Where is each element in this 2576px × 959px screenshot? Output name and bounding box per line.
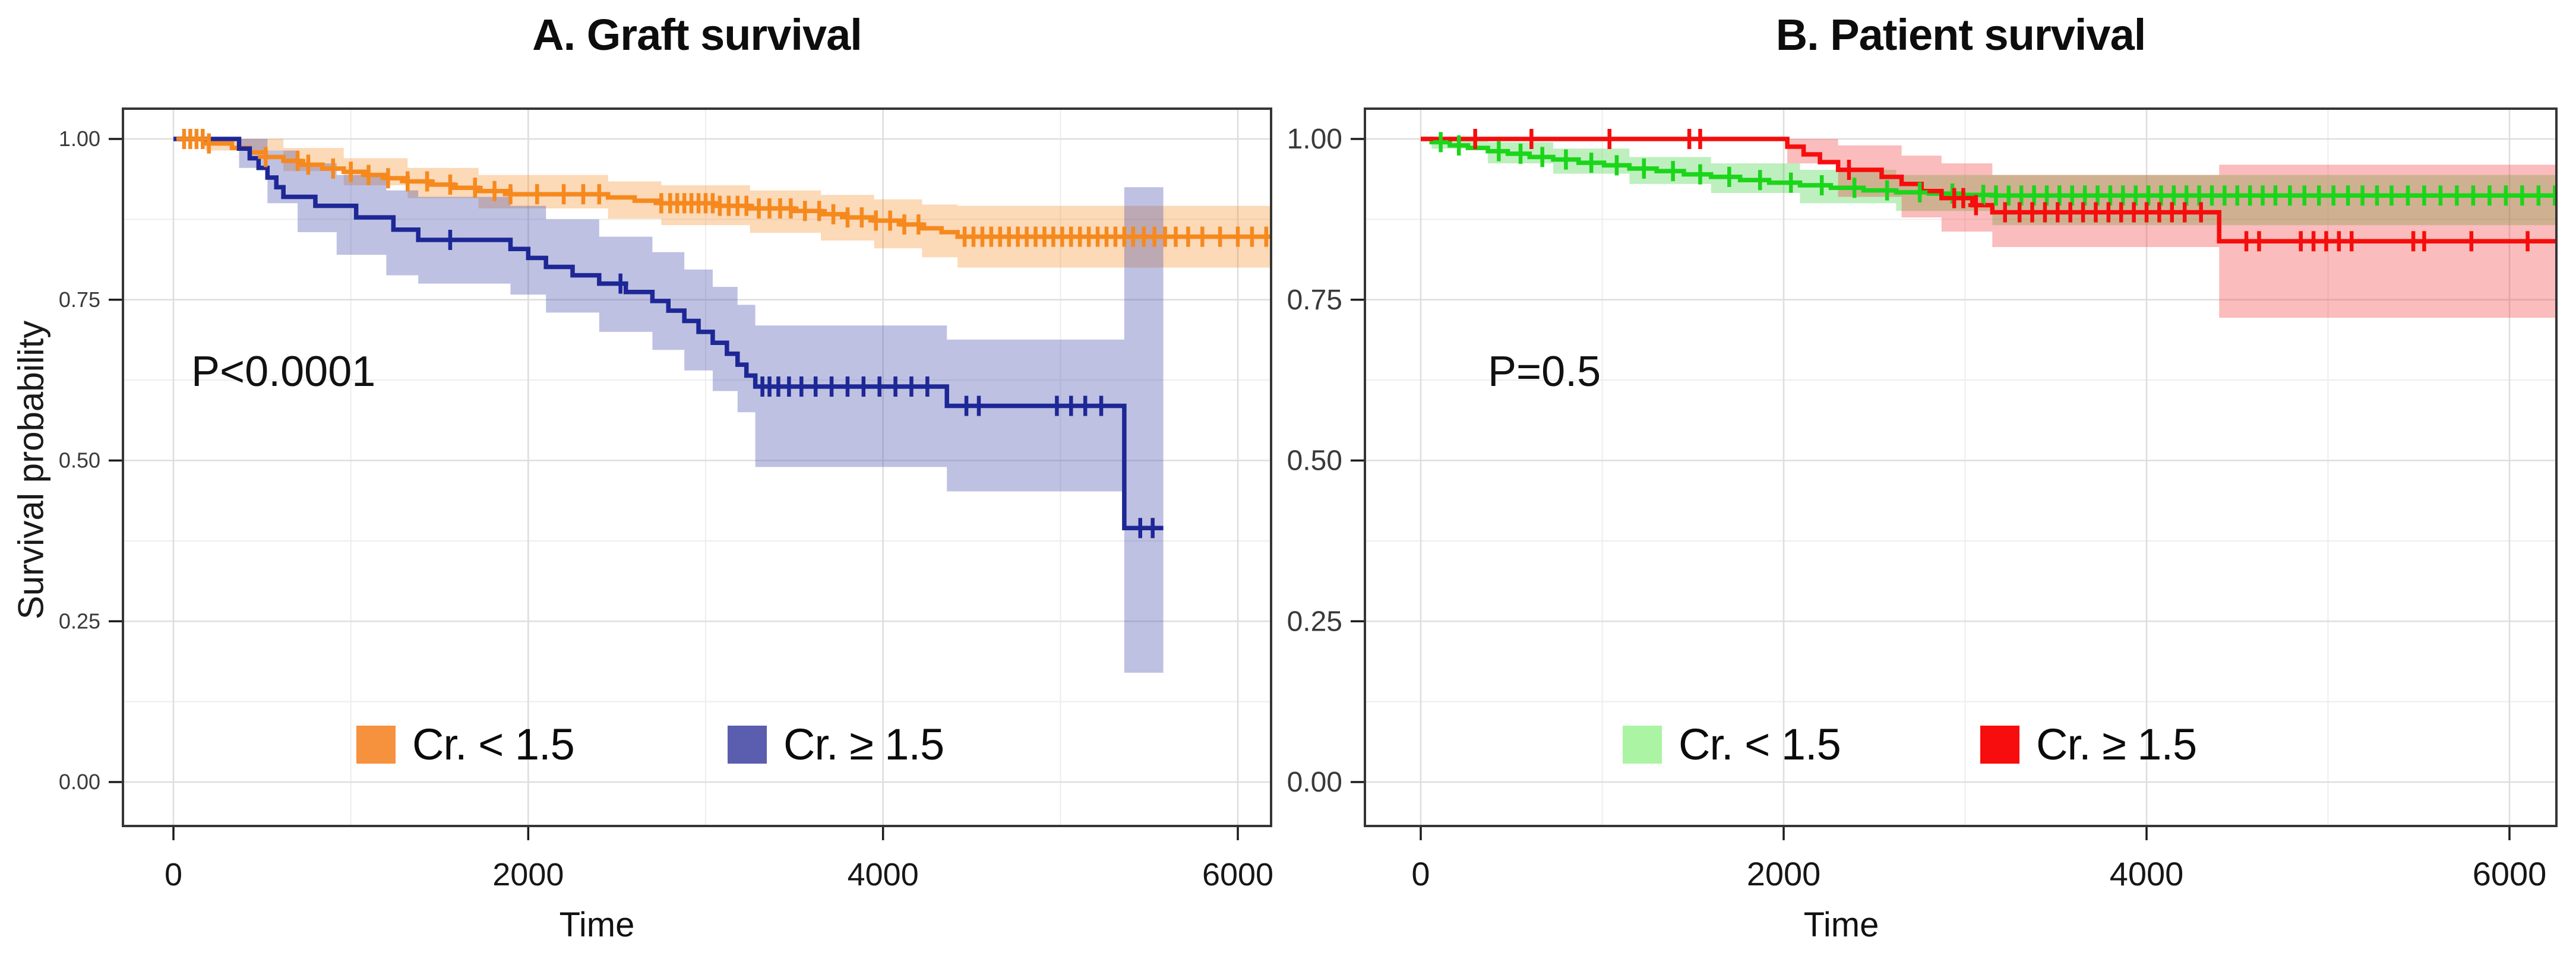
panel-b-x-axis-label: Time (1803, 906, 1879, 944)
x-tick-label: 2000 (492, 857, 564, 892)
panel-B-series (1421, 129, 2556, 318)
survival-curve-B-1 (1421, 137, 2556, 243)
panel-b-title: B. Patient survival (1775, 10, 2147, 59)
legend-swatch-green (1623, 726, 1662, 764)
panel-b-pvalue: P=0.5 (1488, 348, 1601, 395)
x-tick-label: 4000 (2110, 855, 2184, 892)
legend-swatch-red (1980, 726, 2019, 764)
legend-item-b-cr-ge-15: Cr. ≥ 1.5 (1980, 720, 2197, 770)
y-axis-label: Survival probability (11, 320, 51, 620)
panel-B: 0 2000 4000 6000 1.00 0.75 0.50 0.25 0.00 (1287, 107, 2558, 892)
panel-border (1364, 107, 2558, 827)
y-tick-label: 0.50 (1287, 445, 1342, 477)
legend-swatch-blue (728, 726, 767, 764)
legend-item-a-cr-lt-15: Cr. < 1.5 (356, 720, 575, 770)
legend-label: Cr. < 1.5 (1679, 720, 1841, 769)
y-tick-label: 0.75 (59, 287, 100, 312)
panel-A-series (173, 129, 1270, 673)
x-tick-label: 0 (165, 857, 182, 892)
x-tick-label: 2000 (1747, 855, 1821, 892)
censor-marks-A-0 (176, 129, 1270, 247)
x-tick-label: 0 (1411, 855, 1430, 892)
panel-a-title: A. Graft survival (532, 10, 862, 59)
y-tick-label: 0.00 (59, 770, 100, 794)
x-tick-label: 6000 (1202, 857, 1273, 892)
x-tick-label: 6000 (2473, 855, 2547, 892)
legend-label: Cr. < 1.5 (412, 720, 575, 769)
y-tick-label: 0.25 (1287, 606, 1342, 637)
y-tick-label: 0.50 (59, 448, 100, 473)
panel-A: 0 2000 4000 6000 1.00 0.75 0.50 0.25 0.00 (59, 107, 1273, 892)
y-tick-label: 1.00 (59, 126, 100, 151)
legend-label: Cr. ≥ 1.5 (2036, 720, 2197, 769)
y-tick-label: 0.25 (59, 609, 100, 633)
y-tick-label: 1.00 (1287, 124, 1342, 155)
panel-a-pvalue: P<0.0001 (191, 348, 376, 395)
censor-marks-A-1 (442, 230, 1161, 539)
x-tick-label: 4000 (848, 857, 919, 892)
panel-border (122, 107, 1272, 827)
censor-marks-B-1 (1467, 129, 2556, 252)
legend-swatch-orange (356, 726, 396, 764)
panel-a-x-axis-label: Time (559, 906, 635, 944)
confidence-band-B-1 (1787, 139, 2556, 318)
legend-item-a-cr-ge-15: Cr. ≥ 1.5 (728, 720, 944, 770)
survival-curve-A-1 (173, 137, 1164, 530)
legend-item-b-cr-lt-15: Cr. < 1.5 (1623, 720, 1841, 770)
y-tick-label: 0.00 (1287, 767, 1342, 798)
confidence-band-A-1 (239, 139, 1164, 673)
legend-label: Cr. ≥ 1.5 (783, 720, 944, 769)
y-tick-label: 0.75 (1287, 284, 1342, 316)
censor-marks-B-0 (1433, 132, 2556, 206)
